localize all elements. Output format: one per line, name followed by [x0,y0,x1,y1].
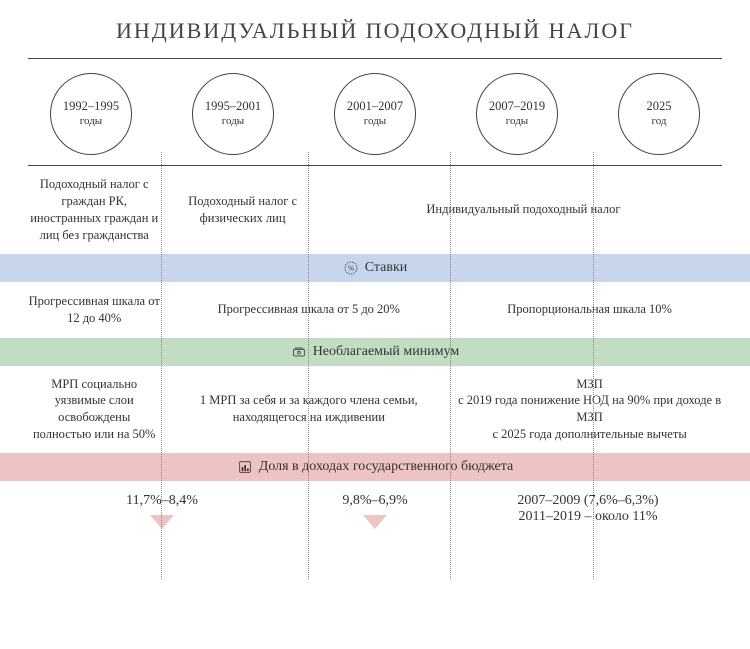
period-1: 1995–2001годы [162,73,304,155]
band-minimum: Необлагаемый минимум [0,338,750,366]
period-circle: 2007–2019годы [476,73,558,155]
cell-text: 9,8%–6,9% [304,493,446,509]
cell: 2007–2009 (7,6%–6,3%) 2011–2019 – около … [446,493,730,525]
svg-text:%: % [348,263,354,272]
period-circle: 2025год [618,73,700,155]
period-circle: 2001–2007годы [334,73,416,155]
period-years: 2025 [647,99,672,115]
cell: 9,8%–6,9% [304,493,446,529]
period-unit: год [651,115,666,129]
period-years: 1992–1995 [63,99,119,115]
cell-text: Прогрессивная шкала от 12 до 40% [28,293,160,327]
page-title: ИНДИВИДУАЛЬНЫЙ ПОДОХОДНЫЙ НАЛОГ [28,0,722,59]
row-rates: Прогрессивная шкала от 12 до 40% Прогресс… [0,282,750,338]
v-separator [450,152,451,579]
cell: МРП социально уязвимые слои освобождены … [20,376,168,444]
period-3: 2007–2019годы [446,73,588,155]
period-0: 1992–1995годы [20,73,162,155]
band-share-label: Доля в доходах государственного бюджета [259,459,513,475]
cell: 1 МРП за себя и за каждого члена семьи, … [168,392,449,426]
timeline-row: 1992–1995годы1995–2001годы2001–2007годы2… [0,59,750,165]
period-circle: 1992–1995годы [50,73,132,155]
band-share: Доля в доходах государственного бюджета [0,453,750,481]
cell-text: МЗП с 2019 года понижение НОД на 90% при… [457,376,722,444]
cell: Пропорциональная шкала 10% [449,301,730,318]
period-years: 2001–2007 [347,99,403,115]
cell-text: Пропорциональная шкала 10% [457,301,722,318]
cell: Подоходный налог с физических лиц [168,193,316,227]
period-circle: 1995–2001годы [192,73,274,155]
cell-text: Индивидуальный подоходный налог [325,201,722,218]
cell-text: 2007–2009 (7,6%–6,3%) 2011–2019 – около … [446,493,730,525]
period-unit: годы [506,115,528,129]
chart-icon [237,459,253,475]
cell-text: 1 МРП за себя и за каждого члена семьи, … [176,392,441,426]
money-icon [291,344,307,360]
row-share: 11,7%–8,4%9,8%–6,9%2007–2009 (7,6%–6,3%)… [0,481,750,529]
cell-text: Подоходный налог с физических лиц [176,193,308,227]
period-unit: годы [80,115,102,129]
band-rates-label: Ставки [365,260,408,276]
band-min-label: Необлагаемый минимум [313,344,460,360]
period-years: 2007–2019 [489,99,545,115]
cell-text: МРП социально уязвимые слои освобождены … [28,376,160,444]
cell: Прогрессивная шкала от 12 до 40% [20,293,168,327]
cell: Индивидуальный подоходный налог [317,201,730,218]
period-2: 2001–2007годы [304,73,446,155]
period-unit: годы [364,115,386,129]
v-separator [593,152,594,579]
cell-text: Подоходный налог с граждан РК, иностранн… [28,176,160,244]
period-unit: годы [222,115,244,129]
arrow-down-icon [363,515,387,529]
row-tax-type: Подоходный налог с граждан РК, иностранн… [0,166,750,254]
period-years: 1995–2001 [205,99,261,115]
band-rates: % Ставки [0,254,750,282]
cell: МЗП с 2019 года понижение НОД на 90% при… [449,376,730,444]
percent-icon: % [343,260,359,276]
cell: Прогрессивная шкала от 5 до 20% [168,301,449,318]
period-4: 2025год [588,73,730,155]
cell-text: Прогрессивная шкала от 5 до 20% [176,301,441,318]
row-minimum: МРП социально уязвимые слои освобождены … [0,366,750,454]
v-separator [308,152,309,579]
cell: Подоходный налог с граждан РК, иностранн… [20,176,168,244]
v-separator [161,152,162,579]
